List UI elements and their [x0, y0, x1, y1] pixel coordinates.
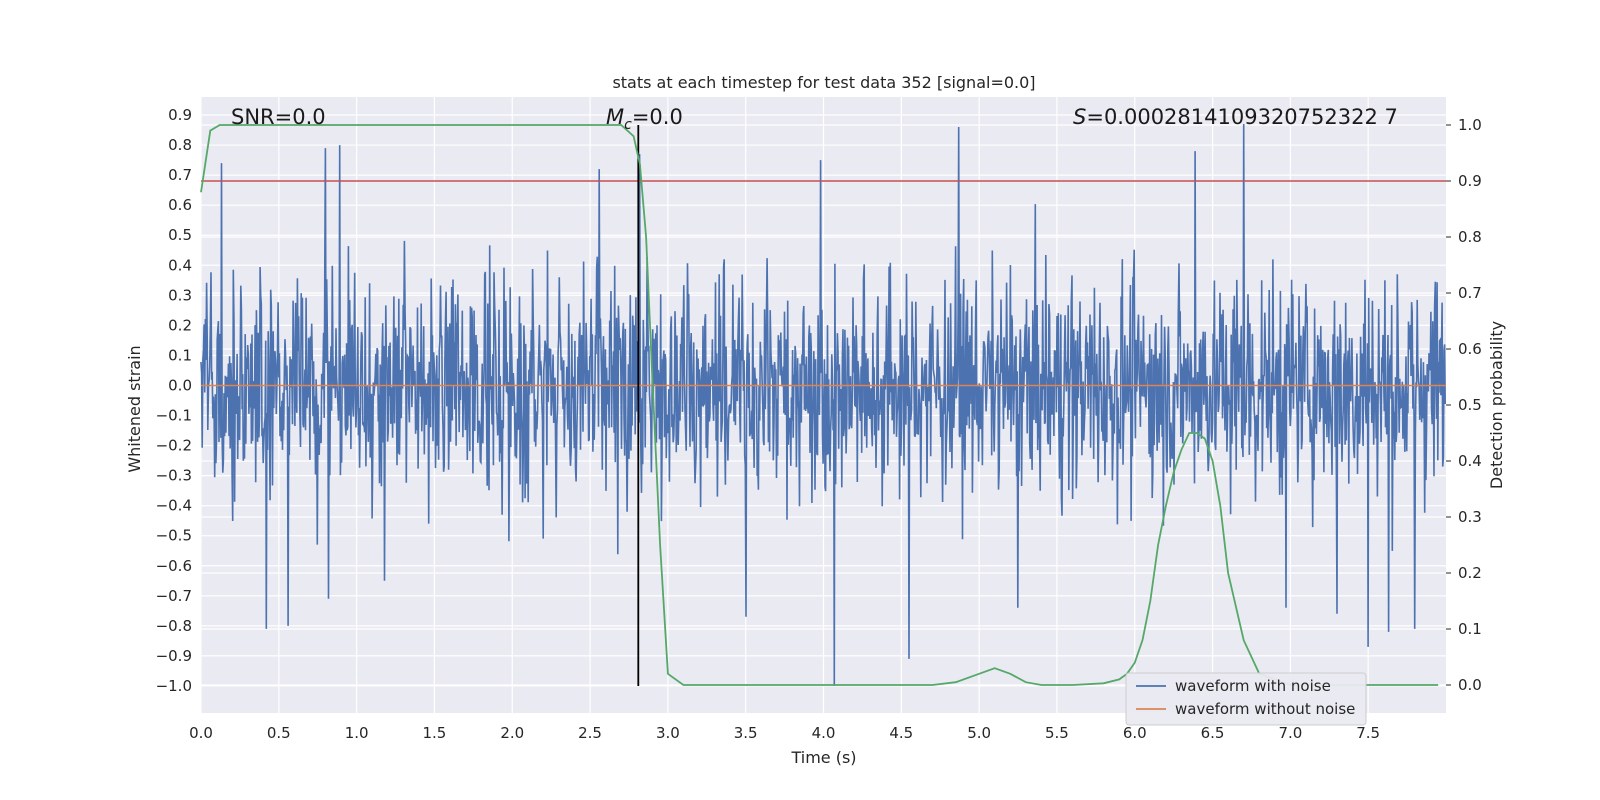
y-tick-label-left: −0.6 [156, 557, 192, 575]
s-value: =0.0002814109320752322 7 [1086, 105, 1398, 129]
y-tick-label-left: 0.4 [168, 256, 192, 274]
y-tick-label-left: −0.9 [156, 647, 192, 665]
y-tick-label-left: 0.2 [168, 316, 192, 334]
legend: waveform with noise waveform without noi… [1125, 672, 1367, 726]
y-tick-label-right: 0.5 [1458, 396, 1482, 414]
x-axis-label: Time (s) [790, 748, 856, 767]
y-tick-label-left: 0.7 [168, 166, 192, 184]
tick-labels: 0.0 0.5 1.0 1.5 2.0 2.5 3.0 3.5 4.0 4.5 5.0 5.5 6.0 6… [156, 106, 1482, 742]
y-tick-label-right: 0.8 [1458, 228, 1482, 246]
y-tick-label-right: 0.4 [1458, 452, 1482, 470]
chart-lines [200, 124, 1446, 686]
mc-subscript: c [624, 117, 632, 133]
mc-value: =0.0 [632, 105, 683, 129]
x-tick-label: 0.0 [189, 724, 213, 742]
y-tick-label-right: 0.0 [1458, 676, 1482, 694]
chart-title: stats at each timestep for test data 352… [612, 73, 1035, 92]
x-tick-label: 6.0 [1123, 724, 1147, 742]
x-tick-label: 4.5 [889, 724, 913, 742]
x-tick-label: 1.5 [423, 724, 447, 742]
legend-label-noise: waveform with noise [1175, 677, 1331, 695]
y-tick-label-left: −0.4 [156, 497, 192, 515]
y-tick-label-right: 0.9 [1458, 172, 1482, 190]
y-tick-label-left: −0.7 [156, 587, 192, 605]
snr-annotation: SNR=0.0 [231, 105, 326, 129]
y-tick-label-left: 0.8 [168, 136, 192, 154]
mc-annotation: Mc=0.0 [606, 105, 683, 133]
y-tick-label-left: −1.0 [156, 677, 192, 695]
s-annotation: S=0.0002814109320752322 7 [1073, 105, 1398, 129]
svg-text:S=0.0002814109320752322 7: S=0.0002814109320752322 7 [1073, 105, 1398, 129]
x-tick-label: 5.0 [967, 724, 991, 742]
y-tick-label-left: 0.3 [168, 286, 192, 304]
y-axis-label-left: Whitened strain [125, 345, 144, 472]
s-symbol: S [1073, 105, 1086, 129]
y-tick-label-left: −0.8 [156, 617, 192, 635]
x-tick-label: 3.5 [734, 724, 758, 742]
legend-label-clean: waveform without noise [1175, 700, 1355, 718]
x-tick-label: 2.5 [578, 724, 602, 742]
y-tick-label-left: −0.5 [156, 527, 192, 545]
y-tick-label-right: 0.2 [1458, 564, 1482, 582]
y-tick-label-left: −0.3 [156, 467, 192, 485]
x-tick-label: 6.5 [1201, 724, 1225, 742]
y-tick-label-left: −0.2 [156, 437, 192, 455]
x-tick-label: 0.5 [267, 724, 291, 742]
y-tick-label-left: 0.0 [168, 376, 192, 394]
x-tick-label: 7.5 [1356, 724, 1380, 742]
y-tick-label-right: 0.7 [1458, 284, 1482, 302]
y-tick-label-left: 0.9 [168, 106, 192, 124]
x-tick-label: 3.0 [656, 724, 680, 742]
y-tick-label-right: 1.0 [1458, 116, 1482, 134]
x-tick-label: 2.0 [500, 724, 524, 742]
legend-box [1125, 672, 1367, 726]
x-tick-label: 4.0 [812, 724, 836, 742]
y-axis-label-right: Detection probability [1487, 321, 1506, 489]
series-waveform-with-noise [200, 123, 1446, 687]
svg-text:Mc=0.0: Mc=0.0 [606, 105, 683, 133]
x-tick-label: 1.0 [345, 724, 369, 742]
x-tick-label: 7.0 [1278, 724, 1302, 742]
y-tick-label-left: 0.6 [168, 196, 192, 214]
detection-probability-line [200, 124, 1439, 686]
mc-symbol: M [606, 105, 624, 129]
x-tick-label: 5.5 [1045, 724, 1069, 742]
y-tick-label-right: 0.1 [1458, 620, 1482, 638]
y-tick-label-left: 0.5 [168, 226, 192, 244]
y-tick-label-left: 0.1 [168, 346, 192, 364]
y-tick-label-right: 0.3 [1458, 508, 1482, 526]
y-tick-label-right: 0.6 [1458, 340, 1482, 358]
waveform-with-noise-line [200, 123, 1446, 687]
y-tick-label-left: −0.1 [156, 407, 192, 425]
